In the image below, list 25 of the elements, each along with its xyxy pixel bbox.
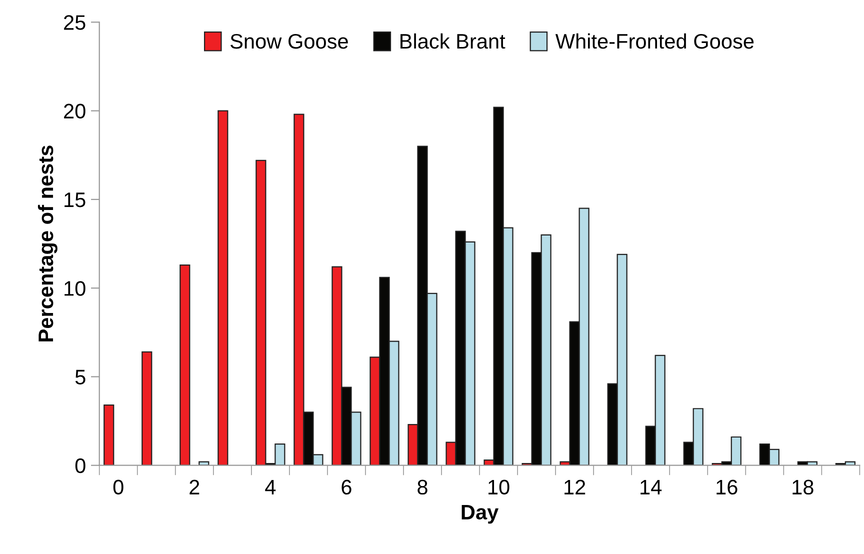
x-tick-label: 14 — [640, 480, 662, 494]
y-tick-label: 20 — [64, 104, 86, 119]
y-tick-label: 10 — [64, 281, 86, 296]
y-axis-title: Percentage of nests — [38, 146, 58, 342]
y-tick-label: 25 — [64, 15, 86, 30]
x-tick-label: 12 — [564, 480, 586, 494]
x-tick-label: 6 — [342, 480, 352, 495]
x-tick-label: 8 — [418, 480, 428, 495]
legend-label: Black Brant — [400, 33, 506, 49]
x-tick-label: 4 — [265, 480, 276, 494]
y-tick-label: 15 — [64, 192, 86, 208]
legend-label: White-Fronted Goose — [555, 33, 754, 49]
bar — [142, 351, 152, 466]
x-axis-title: Day — [462, 504, 499, 524]
y-tick-label: 5 — [75, 370, 86, 384]
bar — [180, 264, 190, 466]
x-tick-label: 10 — [488, 480, 510, 495]
bar — [104, 404, 114, 466]
x-tick-label: 0 — [113, 480, 124, 495]
x-tick-label: 2 — [190, 480, 200, 494]
bar — [218, 110, 228, 466]
legend-label: Snow Goose — [230, 34, 348, 49]
x-tick-label: 18 — [792, 480, 814, 495]
x-tick-label: 16 — [716, 480, 738, 495]
y-tick-label: 0 — [75, 458, 86, 474]
